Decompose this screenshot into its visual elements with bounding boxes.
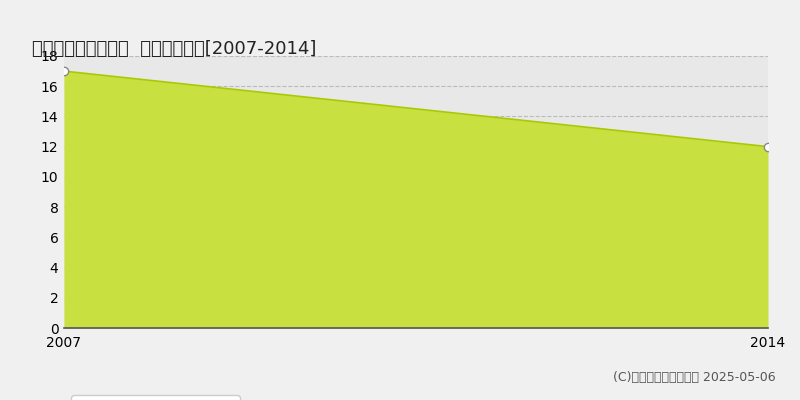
Text: たつの市龍野町旭町  土地価格推移[2007-2014]: たつの市龍野町旭町 土地価格推移[2007-2014] [32, 40, 316, 58]
Legend: 土地価格  平均坪単価(万円/坪): 土地価格 平均坪単価(万円/坪) [71, 395, 240, 400]
Text: (C)土地価格ドットコム 2025-05-06: (C)土地価格ドットコム 2025-05-06 [614, 371, 776, 384]
